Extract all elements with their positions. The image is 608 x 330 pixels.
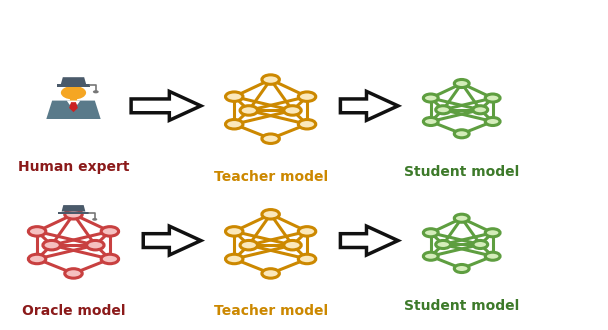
Circle shape xyxy=(454,214,469,222)
Polygon shape xyxy=(131,91,201,120)
Text: Teacher model: Teacher model xyxy=(213,304,328,318)
Polygon shape xyxy=(69,102,78,112)
Circle shape xyxy=(226,119,243,129)
Text: Human expert: Human expert xyxy=(18,160,130,174)
Polygon shape xyxy=(61,77,86,84)
Polygon shape xyxy=(46,101,101,119)
Circle shape xyxy=(101,227,119,236)
Circle shape xyxy=(454,80,469,87)
Circle shape xyxy=(436,106,451,114)
Polygon shape xyxy=(61,205,85,212)
Circle shape xyxy=(240,106,258,115)
Circle shape xyxy=(473,106,488,114)
Circle shape xyxy=(226,227,243,236)
Polygon shape xyxy=(340,226,398,255)
Circle shape xyxy=(65,269,82,278)
Circle shape xyxy=(262,75,279,84)
Circle shape xyxy=(436,241,451,248)
Bar xyxy=(69,98,77,102)
Circle shape xyxy=(262,210,279,219)
Circle shape xyxy=(262,269,279,278)
Circle shape xyxy=(485,117,500,125)
Text: Teacher model: Teacher model xyxy=(213,170,328,183)
Circle shape xyxy=(65,210,82,219)
Circle shape xyxy=(423,229,438,237)
Circle shape xyxy=(423,94,438,102)
Bar xyxy=(58,212,89,214)
Circle shape xyxy=(240,241,258,250)
Circle shape xyxy=(92,218,97,221)
Circle shape xyxy=(454,264,469,273)
Circle shape xyxy=(485,229,500,237)
Circle shape xyxy=(284,241,301,250)
Circle shape xyxy=(43,241,60,250)
Circle shape xyxy=(226,92,243,101)
Circle shape xyxy=(454,130,469,138)
Circle shape xyxy=(61,86,86,100)
Circle shape xyxy=(101,254,119,264)
Bar xyxy=(57,84,90,87)
Text: Oracle model: Oracle model xyxy=(22,304,125,318)
Circle shape xyxy=(485,94,500,102)
Text: Student model: Student model xyxy=(404,165,519,179)
Circle shape xyxy=(299,92,316,101)
Circle shape xyxy=(299,119,316,129)
Circle shape xyxy=(86,241,104,250)
Circle shape xyxy=(262,134,279,144)
Circle shape xyxy=(485,252,500,260)
Circle shape xyxy=(93,90,98,93)
Text: Student model: Student model xyxy=(404,299,519,313)
Circle shape xyxy=(226,254,243,264)
Circle shape xyxy=(473,241,488,248)
Circle shape xyxy=(29,254,46,264)
Polygon shape xyxy=(340,91,398,120)
Circle shape xyxy=(284,106,301,115)
Polygon shape xyxy=(143,226,201,255)
Circle shape xyxy=(299,254,316,264)
Circle shape xyxy=(423,117,438,125)
Circle shape xyxy=(299,227,316,236)
Circle shape xyxy=(423,252,438,260)
Polygon shape xyxy=(67,101,80,105)
Circle shape xyxy=(29,227,46,236)
